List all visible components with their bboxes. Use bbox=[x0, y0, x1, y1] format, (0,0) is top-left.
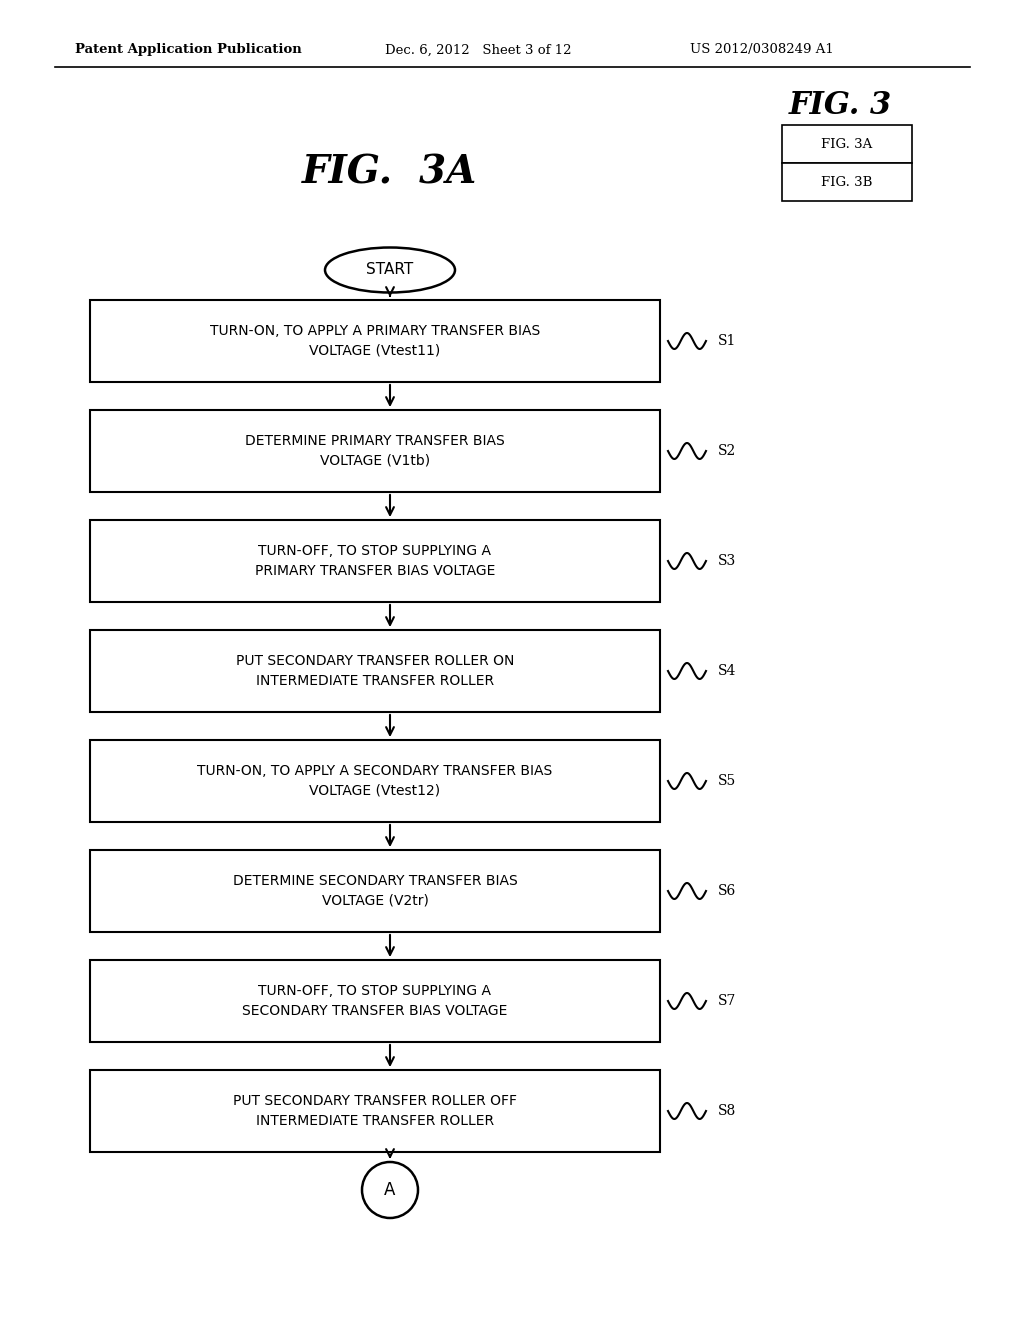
Text: TURN-ON, TO APPLY A PRIMARY TRANSFER BIAS
VOLTAGE (Vtest11): TURN-ON, TO APPLY A PRIMARY TRANSFER BIA… bbox=[210, 325, 540, 358]
Bar bbox=[90, 741, 660, 822]
Bar bbox=[90, 411, 660, 492]
Text: S5: S5 bbox=[718, 774, 736, 788]
Bar bbox=[90, 300, 660, 381]
Text: S2: S2 bbox=[718, 444, 736, 458]
Text: FIG. 3A: FIG. 3A bbox=[821, 137, 872, 150]
Text: Patent Application Publication: Patent Application Publication bbox=[75, 44, 302, 57]
Bar bbox=[90, 630, 660, 711]
Text: S8: S8 bbox=[718, 1104, 736, 1118]
Text: S3: S3 bbox=[718, 554, 736, 568]
Text: S6: S6 bbox=[718, 884, 736, 898]
Text: FIG.  3A: FIG. 3A bbox=[302, 153, 477, 191]
Text: Dec. 6, 2012   Sheet 3 of 12: Dec. 6, 2012 Sheet 3 of 12 bbox=[385, 44, 571, 57]
Bar bbox=[782, 162, 912, 201]
Text: S1: S1 bbox=[718, 334, 736, 348]
Text: TURN-OFF, TO STOP SUPPLYING A
SECONDARY TRANSFER BIAS VOLTAGE: TURN-OFF, TO STOP SUPPLYING A SECONDARY … bbox=[243, 985, 508, 1018]
Text: S7: S7 bbox=[718, 994, 736, 1008]
Text: TURN-ON, TO APPLY A SECONDARY TRANSFER BIAS
VOLTAGE (Vtest12): TURN-ON, TO APPLY A SECONDARY TRANSFER B… bbox=[198, 764, 553, 797]
Text: FIG. 3: FIG. 3 bbox=[788, 90, 892, 120]
Text: A: A bbox=[384, 1181, 395, 1199]
Text: START: START bbox=[367, 263, 414, 277]
Text: US 2012/0308249 A1: US 2012/0308249 A1 bbox=[690, 44, 834, 57]
Text: PUT SECONDARY TRANSFER ROLLER OFF
INTERMEDIATE TRANSFER ROLLER: PUT SECONDARY TRANSFER ROLLER OFF INTERM… bbox=[233, 1094, 517, 1127]
Bar bbox=[90, 1071, 660, 1152]
Text: PUT SECONDARY TRANSFER ROLLER ON
INTERMEDIATE TRANSFER ROLLER: PUT SECONDARY TRANSFER ROLLER ON INTERME… bbox=[236, 655, 514, 688]
Text: S4: S4 bbox=[718, 664, 736, 678]
Bar bbox=[90, 850, 660, 932]
Text: DETERMINE SECONDARY TRANSFER BIAS
VOLTAGE (V2tr): DETERMINE SECONDARY TRANSFER BIAS VOLTAG… bbox=[232, 874, 517, 908]
Text: TURN-OFF, TO STOP SUPPLYING A
PRIMARY TRANSFER BIAS VOLTAGE: TURN-OFF, TO STOP SUPPLYING A PRIMARY TR… bbox=[255, 544, 496, 578]
Bar bbox=[90, 960, 660, 1041]
Circle shape bbox=[362, 1162, 418, 1218]
Bar bbox=[782, 125, 912, 162]
Text: FIG. 3B: FIG. 3B bbox=[821, 176, 872, 189]
Ellipse shape bbox=[325, 248, 455, 293]
Text: DETERMINE PRIMARY TRANSFER BIAS
VOLTAGE (V1tb): DETERMINE PRIMARY TRANSFER BIAS VOLTAGE … bbox=[245, 434, 505, 467]
Bar bbox=[90, 520, 660, 602]
